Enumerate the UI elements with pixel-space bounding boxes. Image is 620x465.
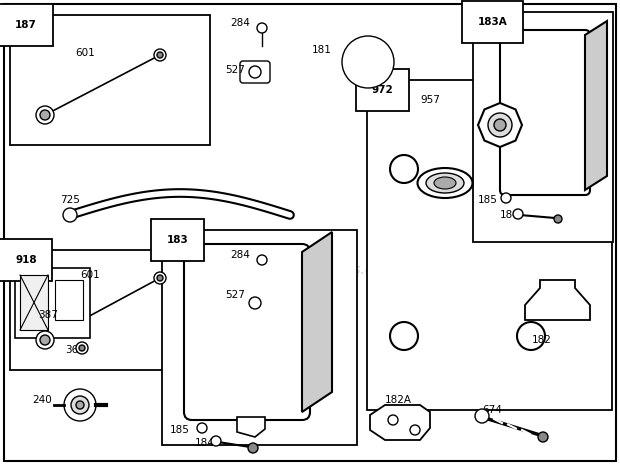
Circle shape <box>390 155 418 183</box>
Circle shape <box>71 396 89 414</box>
Circle shape <box>346 40 390 84</box>
Text: 185: 185 <box>478 195 498 205</box>
Text: 601: 601 <box>80 270 100 280</box>
FancyBboxPatch shape <box>184 244 310 420</box>
Ellipse shape <box>426 173 464 193</box>
Text: 957: 957 <box>420 95 440 105</box>
Text: 184: 184 <box>500 210 520 220</box>
Circle shape <box>154 272 166 284</box>
Text: 187: 187 <box>15 20 37 30</box>
Circle shape <box>249 297 261 309</box>
Polygon shape <box>525 280 590 320</box>
Circle shape <box>488 113 512 137</box>
Circle shape <box>40 110 50 120</box>
Bar <box>55 280 83 320</box>
Circle shape <box>211 436 221 446</box>
Polygon shape <box>370 405 430 440</box>
Circle shape <box>359 41 377 59</box>
Text: 181: 181 <box>312 45 332 55</box>
Circle shape <box>475 409 489 423</box>
Bar <box>10 250 210 370</box>
Text: 527: 527 <box>225 65 245 75</box>
Polygon shape <box>545 123 600 350</box>
Text: 725: 725 <box>60 195 80 205</box>
Circle shape <box>554 215 562 223</box>
Text: 674: 674 <box>482 405 502 415</box>
Circle shape <box>357 51 379 73</box>
Bar <box>15 268 90 338</box>
Bar <box>162 230 357 445</box>
Circle shape <box>36 331 54 349</box>
Polygon shape <box>237 417 265 437</box>
Circle shape <box>352 46 384 78</box>
Text: 240: 240 <box>32 395 51 405</box>
Text: 918: 918 <box>15 255 37 265</box>
Bar <box>10 15 210 145</box>
Ellipse shape <box>434 177 456 189</box>
Bar <box>20 275 48 330</box>
Bar <box>473 12 613 242</box>
Text: 527: 527 <box>225 290 245 300</box>
Polygon shape <box>302 232 332 412</box>
Circle shape <box>63 208 77 222</box>
Text: 184: 184 <box>195 438 215 448</box>
Circle shape <box>79 345 85 351</box>
Circle shape <box>390 322 418 350</box>
FancyBboxPatch shape <box>500 30 590 195</box>
Circle shape <box>257 255 267 265</box>
FancyBboxPatch shape <box>240 61 270 83</box>
Circle shape <box>342 36 394 88</box>
Text: 972: 972 <box>372 85 394 95</box>
Text: 284: 284 <box>230 18 250 28</box>
Text: eReplacementParts.com: eReplacementParts.com <box>225 263 395 277</box>
Circle shape <box>257 23 267 33</box>
Text: 601: 601 <box>75 48 95 58</box>
Circle shape <box>64 389 96 421</box>
Text: 183: 183 <box>167 235 188 245</box>
Text: 182: 182 <box>532 335 552 345</box>
Circle shape <box>388 415 398 425</box>
Circle shape <box>157 52 163 58</box>
Bar <box>390 155 545 350</box>
Circle shape <box>76 401 84 409</box>
Text: 284: 284 <box>230 250 250 260</box>
Text: 367: 367 <box>65 345 85 355</box>
Circle shape <box>154 49 166 61</box>
Polygon shape <box>390 123 600 155</box>
Circle shape <box>517 155 545 183</box>
Text: 182A: 182A <box>385 395 412 405</box>
Circle shape <box>36 106 54 124</box>
Circle shape <box>501 193 511 203</box>
Circle shape <box>494 119 506 131</box>
Bar <box>367 80 612 410</box>
Ellipse shape <box>417 168 472 198</box>
Text: 185: 185 <box>170 425 190 435</box>
Circle shape <box>248 443 258 453</box>
Polygon shape <box>585 21 607 190</box>
Text: 183A: 183A <box>478 17 508 27</box>
Circle shape <box>538 432 548 442</box>
Circle shape <box>157 275 163 281</box>
Circle shape <box>513 209 523 219</box>
Circle shape <box>361 55 375 69</box>
Circle shape <box>410 425 420 435</box>
Circle shape <box>40 335 50 345</box>
Circle shape <box>517 322 545 350</box>
Circle shape <box>249 66 261 78</box>
FancyBboxPatch shape <box>240 292 270 314</box>
Text: 387: 387 <box>38 310 58 320</box>
Circle shape <box>197 423 207 433</box>
Circle shape <box>76 342 88 354</box>
